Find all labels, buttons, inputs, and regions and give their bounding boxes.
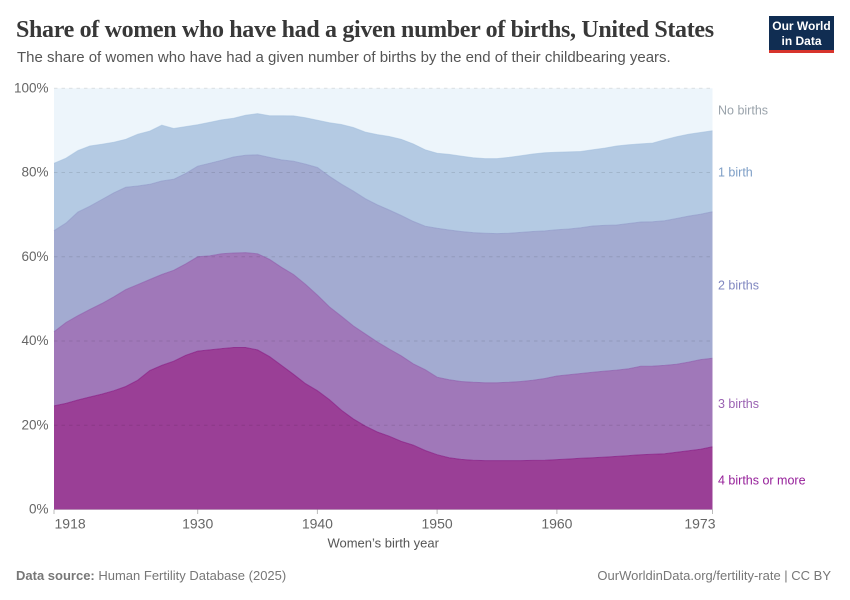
svg-text:1973: 1973 — [684, 515, 715, 531]
svg-text:1918: 1918 — [55, 515, 86, 531]
svg-text:100%: 100% — [14, 80, 49, 95]
svg-text:1930: 1930 — [182, 515, 213, 531]
svg-text:4 births or more: 4 births or more — [718, 474, 806, 488]
svg-text:80%: 80% — [21, 165, 48, 180]
svg-text:No births: No births — [718, 104, 768, 118]
svg-text:3 births: 3 births — [718, 397, 759, 411]
svg-text:60%: 60% — [21, 249, 48, 264]
svg-text:1 birth: 1 birth — [718, 166, 753, 180]
svg-text:1960: 1960 — [541, 515, 572, 531]
svg-text:40%: 40% — [21, 333, 48, 348]
svg-text:1940: 1940 — [302, 515, 333, 531]
svg-text:20%: 20% — [21, 417, 48, 432]
svg-text:2 births: 2 births — [718, 279, 759, 293]
svg-text:0%: 0% — [29, 502, 49, 517]
svg-text:Women’s birth year: Women’s birth year — [327, 536, 439, 551]
svg-text:1950: 1950 — [422, 515, 453, 531]
